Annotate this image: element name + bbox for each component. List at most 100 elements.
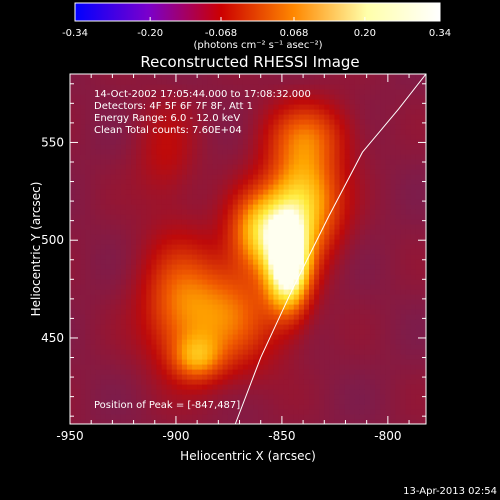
heatmap-cell — [202, 274, 208, 280]
heatmap-cell — [309, 289, 315, 295]
heatmap-cell — [370, 384, 376, 390]
heatmap-cell — [278, 239, 285, 245]
heatmap-cell — [136, 394, 142, 400]
heatmap-cell — [212, 169, 219, 175]
heatmap-cell — [207, 169, 213, 175]
heatmap-cell — [268, 399, 275, 405]
heatmap-cell — [181, 149, 188, 155]
heatmap-cell — [131, 314, 137, 320]
heatmap-cell — [314, 354, 320, 360]
heatmap-cell — [364, 314, 371, 320]
heatmap-cell — [100, 74, 107, 80]
heatmap-cell — [146, 409, 152, 415]
heatmap-cell — [95, 329, 102, 335]
heatmap-cell — [248, 139, 254, 145]
heatmap-cell — [344, 179, 351, 185]
heatmap-cell — [85, 364, 91, 370]
heatmap-cell — [146, 309, 152, 315]
heatmap-cell — [115, 184, 122, 190]
heatmap-cell — [136, 89, 142, 95]
heatmap-cell — [120, 94, 127, 100]
heatmap-cell — [314, 184, 320, 190]
heatmap-cell — [207, 99, 213, 105]
heatmap-cell — [95, 319, 102, 325]
heatmap-cell — [364, 184, 371, 190]
heatmap-cell — [298, 119, 305, 125]
heatmap-cell — [329, 399, 336, 405]
heatmap-cell — [125, 174, 132, 180]
heatmap-cell — [217, 259, 224, 265]
heatmap-cell — [293, 374, 300, 380]
heatmap-cell — [90, 349, 97, 355]
heatmap-cell — [420, 379, 426, 385]
heatmap-cell — [146, 194, 152, 200]
heatmap-cell — [110, 144, 117, 150]
heatmap-cell — [385, 164, 391, 170]
heatmap-cell — [298, 414, 305, 420]
heatmap-cell — [400, 129, 407, 135]
heatmap-cell — [375, 394, 381, 400]
heatmap-cell — [176, 329, 183, 335]
heatmap-cell — [171, 349, 178, 355]
heatmap-cell — [136, 174, 142, 180]
heatmap-cell — [212, 354, 219, 360]
heatmap-cell — [105, 189, 112, 195]
heatmap-cell — [125, 84, 132, 90]
heatmap-cell — [309, 414, 315, 420]
heatmap-cell — [151, 294, 158, 300]
heatmap-cell — [400, 219, 407, 225]
heatmap-cell — [242, 269, 249, 275]
heatmap-cell — [273, 229, 280, 235]
heatmap-cell — [146, 304, 152, 310]
heatmap-cell — [95, 374, 102, 380]
heatmap-cell — [105, 99, 112, 105]
heatmap-cell — [309, 194, 315, 200]
heatmap-cell — [329, 314, 336, 320]
heatmap-cell — [405, 79, 412, 85]
heatmap-cell — [410, 104, 417, 110]
heatmap-cell — [319, 344, 325, 350]
heatmap-cell — [258, 359, 264, 365]
heatmap-cell — [263, 319, 269, 325]
heatmap-cell — [319, 119, 325, 125]
heatmap-cell — [202, 294, 208, 300]
heatmap-cell — [212, 309, 219, 315]
heatmap-cell — [212, 214, 219, 220]
heatmap-cell — [227, 334, 234, 340]
heatmap-cell — [375, 329, 381, 335]
heatmap-cell — [151, 384, 158, 390]
heatmap-cell — [222, 389, 229, 395]
heatmap-cell — [354, 279, 361, 285]
heatmap-cell — [339, 259, 346, 265]
heatmap-cell — [349, 139, 356, 145]
heatmap-cell — [110, 354, 117, 360]
heatmap-cell — [227, 179, 234, 185]
heatmap-cell — [283, 219, 290, 225]
heatmap-cell — [253, 114, 259, 120]
heatmap-cell — [85, 329, 91, 335]
heatmap-cell — [237, 409, 244, 415]
heatmap-cell — [390, 109, 397, 115]
heatmap-cell — [156, 399, 163, 405]
heatmap-cell — [293, 164, 300, 170]
heatmap-cell — [161, 209, 168, 215]
heatmap-cell — [268, 214, 275, 220]
heatmap-cell — [395, 304, 402, 310]
heatmap-cell — [309, 249, 315, 255]
heatmap-cell — [339, 169, 346, 175]
heatmap-cell — [273, 329, 280, 335]
heatmap-cell — [171, 389, 178, 395]
heatmap-cell — [354, 284, 361, 290]
heatmap-cell — [288, 159, 295, 165]
heatmap-cell — [141, 289, 147, 295]
heatmap-cell — [237, 274, 244, 280]
heatmap-cell — [197, 264, 203, 270]
heatmap-cell — [263, 279, 269, 285]
heatmap-cell — [151, 419, 158, 424]
heatmap-cell — [242, 279, 249, 285]
heatmap-cell — [268, 129, 275, 135]
heatmap-cell — [283, 229, 290, 235]
heatmap-cell — [212, 234, 219, 240]
heatmap-cell — [131, 94, 137, 100]
heatmap-cell — [263, 334, 269, 340]
